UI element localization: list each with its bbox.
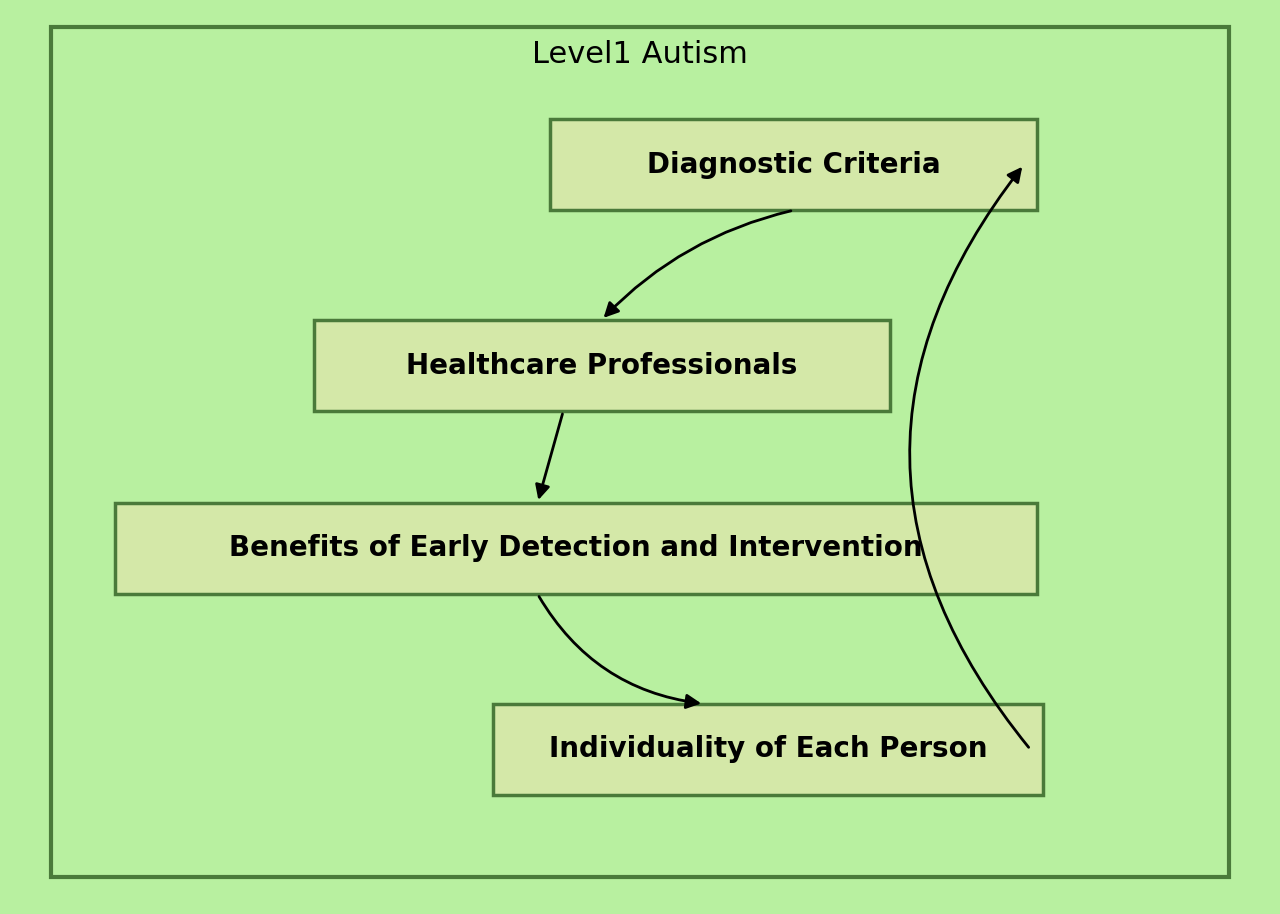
- FancyBboxPatch shape: [550, 119, 1037, 210]
- FancyBboxPatch shape: [493, 704, 1043, 795]
- Text: Diagnostic Criteria: Diagnostic Criteria: [646, 151, 941, 178]
- FancyBboxPatch shape: [51, 27, 1229, 877]
- FancyBboxPatch shape: [115, 503, 1037, 594]
- Text: Benefits of Early Detection and Intervention: Benefits of Early Detection and Interven…: [229, 535, 923, 562]
- FancyBboxPatch shape: [314, 320, 890, 411]
- Text: Healthcare Professionals: Healthcare Professionals: [406, 352, 797, 379]
- Text: Individuality of Each Person: Individuality of Each Person: [549, 736, 987, 763]
- Text: Level1 Autism: Level1 Autism: [532, 40, 748, 69]
